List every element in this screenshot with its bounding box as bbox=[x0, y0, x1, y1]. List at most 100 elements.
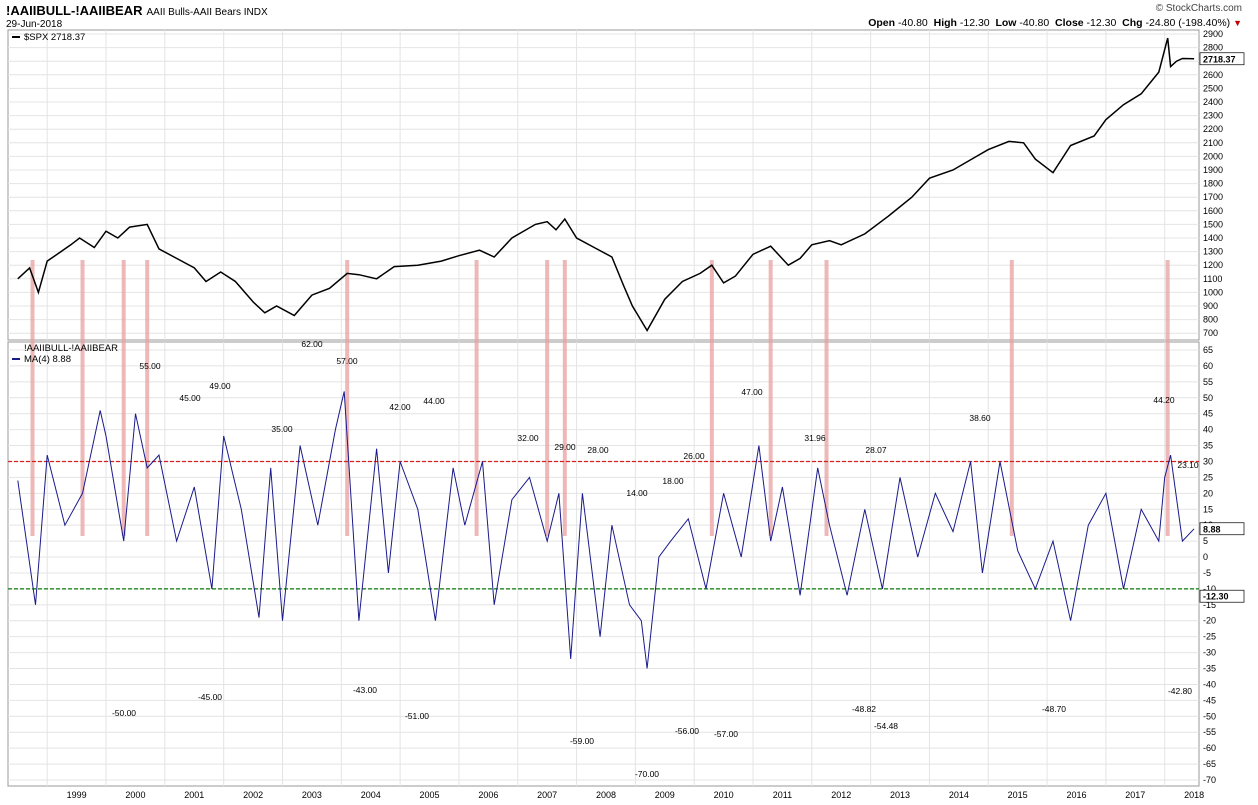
peak-value-label: 57.00 bbox=[336, 356, 358, 366]
spread-series-line bbox=[17, 391, 1195, 669]
spx-y-tick-label: 2200 bbox=[1203, 124, 1223, 134]
highlight-bar bbox=[824, 260, 829, 536]
peak-value-label: 62.00 bbox=[301, 339, 323, 349]
spread-y-tick-label: -55 bbox=[1203, 727, 1216, 737]
down-triangle-icon: ▼ bbox=[1233, 18, 1242, 28]
spx-y-tick-label: 2600 bbox=[1203, 70, 1223, 80]
spread-y-tick-label: -60 bbox=[1203, 743, 1216, 753]
spx-y-tick-label: 700 bbox=[1203, 328, 1218, 338]
x-year-label: 2001 bbox=[184, 790, 204, 800]
peak-value-label: 45.00 bbox=[179, 393, 201, 403]
peak-value-label: 29.00 bbox=[554, 442, 576, 452]
spread-y-tick-label: -70 bbox=[1203, 775, 1216, 785]
x-year-label: 2015 bbox=[1008, 790, 1028, 800]
spx-y-tick-label: 1100 bbox=[1203, 274, 1222, 284]
highlight-bar bbox=[345, 260, 350, 536]
close-value: -12.30 bbox=[1086, 17, 1117, 29]
spread-legend-label: !AAIIBULL-!AAIIBEAR bbox=[24, 343, 118, 354]
trough-value-label: -59.00 bbox=[570, 736, 594, 746]
spread-close-value-tag: -12.30 bbox=[1203, 592, 1229, 602]
brand-watermark: © StockCharts.com bbox=[1155, 3, 1242, 14]
spread-y-tick-label: -15 bbox=[1203, 600, 1216, 610]
spread-y-tick-label: 55 bbox=[1203, 377, 1213, 387]
spread-y-tick-label: -20 bbox=[1203, 616, 1216, 626]
peak-value-label: 55.00 bbox=[139, 361, 161, 371]
peak-value-label: 31.96 bbox=[804, 433, 826, 443]
trough-value-label: -54.48 bbox=[874, 721, 898, 731]
x-year-label: 2002 bbox=[243, 790, 263, 800]
peak-value-label: 32.00 bbox=[517, 433, 539, 443]
spread-y-tick-label: 35 bbox=[1203, 441, 1213, 451]
open-value: -40.80 bbox=[897, 17, 928, 29]
peak-value-label: 28.07 bbox=[865, 445, 887, 455]
spread-y-tick-label: 0 bbox=[1203, 552, 1208, 562]
peak-value-label: 38.60 bbox=[969, 413, 991, 423]
trough-value-label: -70.00 bbox=[635, 769, 659, 779]
spx-y-tick-label: 1000 bbox=[1203, 287, 1223, 297]
peak-value-label: 26.00 bbox=[683, 451, 705, 461]
ma-legend-label: MA(4) 8.88 bbox=[24, 354, 71, 365]
spx-y-tick-label: 2400 bbox=[1203, 97, 1223, 107]
highlight-bar bbox=[1165, 260, 1170, 536]
highlight-bar bbox=[1009, 260, 1014, 536]
x-year-label: 2016 bbox=[1066, 790, 1086, 800]
highlight-bar bbox=[562, 260, 567, 536]
spx-y-tick-label: 2800 bbox=[1203, 43, 1223, 53]
highlight-bar bbox=[145, 260, 150, 536]
x-year-label: 2007 bbox=[537, 790, 557, 800]
spx-y-tick-label: 1400 bbox=[1203, 233, 1223, 243]
chart-symbol: !AAIIBULL-!AAIIBEAR AAII Bulls-AAII Bears… bbox=[6, 3, 268, 18]
spread-y-tick-label: 20 bbox=[1203, 488, 1213, 498]
x-year-label: 2010 bbox=[714, 790, 734, 800]
peak-value-label: 14.00 bbox=[626, 488, 648, 498]
spread-y-tick-label: -65 bbox=[1203, 759, 1216, 769]
peak-value-label: 23.10 bbox=[1177, 460, 1199, 470]
spread-y-tick-label: -10 bbox=[1203, 584, 1216, 594]
chart-description: AAII Bulls-AAII Bears INDX bbox=[146, 7, 268, 18]
spx-y-tick-label: 2000 bbox=[1203, 151, 1223, 161]
spx-y-tick-label: 1700 bbox=[1203, 192, 1223, 202]
chg-value: -24.80 (-198.40%) bbox=[1145, 17, 1231, 29]
peak-value-label: 28.00 bbox=[587, 445, 609, 455]
spx-legend-label: $SPX 2718.37 bbox=[24, 32, 85, 43]
trough-value-label: -42.80 bbox=[1168, 686, 1192, 696]
spread-y-tick-label: -5 bbox=[1203, 568, 1211, 578]
open-label: Open bbox=[868, 17, 896, 29]
spx-y-tick-label: 1800 bbox=[1203, 179, 1223, 189]
highlight-bar bbox=[474, 260, 479, 536]
highlight-bar bbox=[80, 260, 85, 536]
peak-value-label: 44.20 bbox=[1153, 395, 1175, 405]
peak-value-label: 42.00 bbox=[389, 402, 411, 412]
low-label: Low bbox=[995, 17, 1017, 29]
trough-value-label: -45.00 bbox=[198, 692, 222, 702]
highlight-bar bbox=[709, 260, 714, 536]
x-year-label: 2000 bbox=[125, 790, 145, 800]
spx-last-value-tag: 2718.37 bbox=[1203, 54, 1236, 64]
trough-value-label: -57.00 bbox=[714, 729, 738, 739]
x-year-label: 2012 bbox=[831, 790, 851, 800]
spread-y-tick-label: 30 bbox=[1203, 456, 1213, 466]
x-year-label: 1999 bbox=[67, 790, 87, 800]
peak-value-label: 18.00 bbox=[662, 476, 684, 486]
spx-panel-frame bbox=[7, 29, 1200, 341]
trough-value-label: -50.00 bbox=[112, 708, 136, 718]
x-year-label: 2018 bbox=[1184, 790, 1204, 800]
spx-y-tick-label: 2900 bbox=[1203, 29, 1223, 39]
spread-y-tick-label: -25 bbox=[1203, 632, 1216, 642]
spx-y-tick-label: 900 bbox=[1203, 301, 1218, 311]
x-year-label: 2004 bbox=[361, 790, 381, 800]
spx-y-tick-label: 2100 bbox=[1203, 138, 1223, 148]
spx-series-line bbox=[17, 37, 1195, 332]
highlight-bar bbox=[30, 260, 35, 536]
spx-y-tick-label: 1200 bbox=[1203, 260, 1223, 270]
peak-value-label: 47.00 bbox=[741, 387, 763, 397]
spread-close-value-tag-box bbox=[1199, 589, 1245, 603]
peak-value-label: 35.00 bbox=[271, 424, 293, 434]
spread-y-tick-label: 60 bbox=[1203, 361, 1213, 371]
trough-value-label: -43.00 bbox=[353, 685, 377, 695]
spread-y-tick-label: 5 bbox=[1203, 536, 1208, 546]
x-year-label: 2013 bbox=[890, 790, 910, 800]
spx-y-tick-label: 2500 bbox=[1203, 83, 1223, 93]
spread-y-tick-label: -45 bbox=[1203, 695, 1216, 705]
